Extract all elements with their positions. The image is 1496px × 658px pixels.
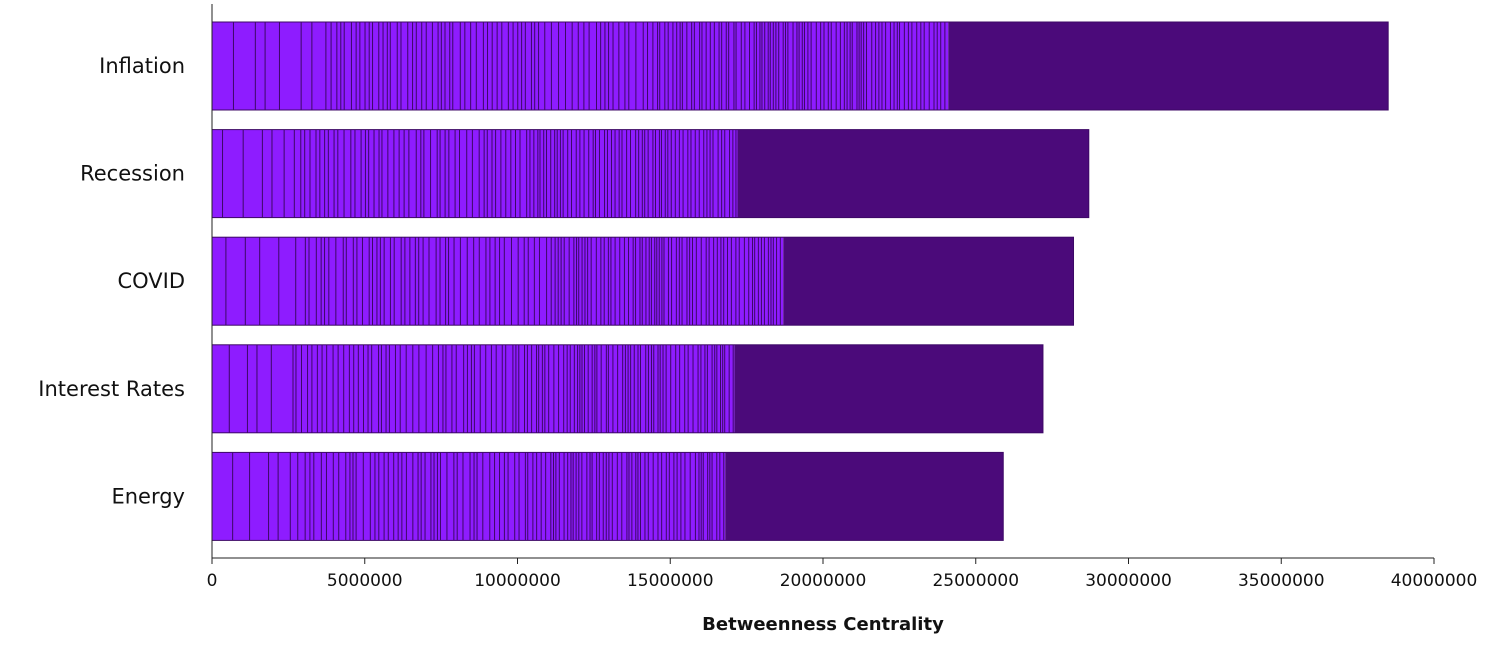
bar-inflation	[211, 21, 1389, 111]
bar-segment-light	[212, 129, 738, 218]
category-label: Inflation	[99, 54, 185, 78]
bar-interest-rates	[211, 344, 1044, 434]
bar-covid	[211, 236, 1075, 326]
bar-recession	[211, 129, 1090, 219]
category-label: Recession	[80, 162, 185, 186]
bars-layer	[211, 21, 1389, 541]
bar-segment-dark	[737, 129, 1089, 218]
category-label: Interest Rates	[38, 377, 185, 401]
x-tick-label: 40000000	[1391, 571, 1478, 591]
x-tick-label: 0	[207, 571, 218, 591]
x-tick-label: 20000000	[780, 571, 867, 591]
category-labels: Inflation Recession COVID Interest Rates Ene…	[38, 54, 185, 508]
x-ticks: 0 5000000 10000000 15000000 20000000 25000000…	[207, 558, 1478, 591]
bar-energy	[211, 451, 1004, 541]
x-tick-label: 30000000	[1085, 571, 1172, 591]
bar-segment-light	[212, 344, 735, 433]
bar-segment-dark	[948, 22, 1389, 110]
category-label: Energy	[111, 484, 185, 508]
x-axis-title: Betweenness Centrality	[702, 614, 944, 635]
bar-segment-light	[212, 22, 949, 110]
x-tick-label: 25000000	[932, 571, 1019, 591]
bar-segment-dark	[734, 344, 1043, 433]
x-tick-label: 35000000	[1238, 571, 1325, 591]
category-label: COVID	[117, 269, 185, 293]
bar-segment-dark	[725, 452, 1004, 541]
x-tick-label: 10000000	[474, 571, 561, 591]
x-tick-label: 15000000	[627, 571, 714, 591]
bar-segment-dark	[783, 237, 1074, 326]
bar-segment-light	[212, 237, 784, 326]
x-tick-label: 5000000	[327, 571, 403, 591]
